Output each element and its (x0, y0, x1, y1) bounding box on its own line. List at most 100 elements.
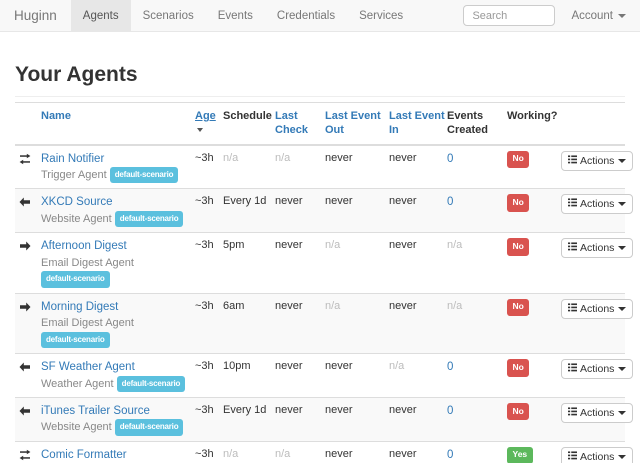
cell-value: 6am (219, 292, 271, 354)
scenario-badge[interactable]: default-scenario (41, 271, 110, 288)
cell-value: Every 1d (219, 397, 271, 442)
agent-type-label: Website Agent (41, 421, 112, 434)
search-input[interactable] (463, 5, 556, 26)
cell-value: never (385, 144, 443, 189)
chevron-down-icon (618, 202, 627, 207)
actions-button[interactable]: Actions (561, 194, 634, 215)
actions-button[interactable]: Actions (561, 359, 634, 380)
sort-desc-icon (197, 128, 203, 133)
actions-button[interactable]: Actions (561, 238, 634, 259)
actions-button[interactable]: Actions (561, 403, 634, 424)
events-created-cell: 0 (443, 353, 503, 398)
cell-value: never (271, 353, 321, 398)
arrow-right-icon (15, 232, 37, 294)
agent-name-link[interactable]: XKCD Source (41, 196, 113, 209)
agent-name-cell: XKCD Source Website Agent default-scenari… (37, 188, 191, 233)
agent-name-link[interactable]: iTunes Trailer Source (41, 405, 150, 418)
events-created-cell: 0 (443, 188, 503, 233)
cell-value: n/a (321, 232, 385, 294)
working-badge: No (507, 238, 530, 256)
agent-row: Afternoon Digest Email Digest Agent defau… (15, 232, 634, 294)
cell-value: Every 1d (219, 188, 271, 233)
cell-value: never (321, 353, 385, 398)
cell-value: never (385, 188, 443, 233)
agent-name-link[interactable]: Morning Digest (41, 300, 119, 313)
cell-value: ~3h (191, 232, 219, 294)
scenario-badge[interactable]: default-scenario (109, 166, 179, 184)
agent-name-link[interactable]: Rain Notifier (41, 152, 105, 165)
chevron-down-icon (618, 454, 627, 459)
navbar: Huginn Agents Scenarios Events Credentia… (0, 0, 640, 32)
nav-item-credentials[interactable]: Credentials (276, 10, 336, 22)
chevron-down-icon (618, 158, 627, 163)
working-cell: Yes (503, 440, 557, 463)
cell-value: n/a (271, 440, 321, 463)
nav-item-scenarios[interactable]: Scenarios (142, 10, 194, 22)
cell-value: ~3h (191, 397, 219, 442)
arrow-right-icon (15, 292, 37, 354)
events-count-link[interactable]: 0 (447, 196, 454, 209)
transfer-arrows-icon (15, 440, 37, 463)
cell-value: 10pm (219, 353, 271, 398)
scenario-badge[interactable]: default-scenario (114, 419, 184, 436)
nav-item-events[interactable]: Events (217, 10, 253, 22)
events-created-cell: 0 (443, 440, 503, 463)
actions-cell: Actions (557, 292, 634, 354)
cell-value: ~3h (191, 292, 219, 354)
agent-type-label: Website Agent (41, 212, 112, 225)
working-cell: No (503, 353, 557, 398)
arrow-left-icon (15, 188, 37, 233)
agents-table-body: Rain Notifier Trigger Agent default-scena… (15, 144, 634, 463)
agent-name-cell: Comic FormatterEvent Formatting Agent de… (37, 440, 191, 463)
agent-type-label: Trigger Agent (41, 168, 107, 181)
cell-value: n/a (219, 440, 271, 463)
list-icon (568, 155, 577, 167)
events-count-link[interactable]: 0 (447, 448, 454, 461)
scenario-badge[interactable]: default-scenario (41, 331, 110, 349)
table-header-row: Name Age Schedule Last Check Last Event … (15, 101, 625, 146)
nav-item-agents[interactable]: Agents (70, 0, 131, 32)
agent-type-label: Email Digest Agent (41, 317, 134, 330)
events-count-link[interactable]: 0 (447, 361, 454, 374)
agent-name-cell: Morning Digest Email Digest Agent default… (37, 292, 191, 354)
cell-value: never (321, 188, 385, 233)
agent-name-link[interactable]: Afternoon Digest (41, 240, 127, 253)
agent-name-cell: Rain Notifier Trigger Agent default-scena… (37, 144, 191, 189)
events-count-link[interactable]: 0 (447, 152, 454, 165)
nav-item-services[interactable]: Services (359, 10, 404, 22)
cell-value: 5pm (219, 232, 271, 294)
actions-button[interactable]: Actions (561, 150, 634, 171)
account-dropdown[interactable]: Account (571, 10, 626, 22)
cell-value: never (271, 232, 321, 294)
header-icon-col (15, 101, 37, 146)
working-cell: No (503, 144, 557, 189)
list-icon (568, 363, 577, 375)
working-cell: No (503, 232, 557, 294)
scenario-badge[interactable]: default-scenario (114, 210, 184, 228)
cell-value: n/a (385, 353, 443, 398)
agent-type-label: Email Digest Agent (41, 256, 134, 269)
list-icon (568, 242, 577, 254)
agent-row: XKCD Source Website Agent default-scenari… (15, 188, 634, 233)
cell-value: never (385, 232, 443, 294)
list-icon (568, 198, 577, 210)
scenario-badge[interactable]: default-scenario (116, 375, 186, 393)
cell-value: ~3h (191, 144, 219, 189)
header-last-event-in: Last Event In (385, 101, 445, 146)
actions-button[interactable]: Actions (561, 298, 634, 319)
header-schedule: Schedule (219, 101, 272, 146)
agent-name-link[interactable]: Comic Formatter (41, 448, 127, 461)
events-count-link[interactable]: 0 (447, 405, 454, 418)
list-icon (568, 303, 577, 315)
cell-value: ~3h (191, 440, 219, 463)
cell-value: never (321, 397, 385, 442)
cell-value: never (385, 440, 443, 463)
agent-name-link[interactable]: SF Weather Agent (41, 361, 135, 374)
agent-name-cell: iTunes Trailer Source Website Agent defau… (37, 397, 191, 442)
actions-button[interactable]: Actions (561, 446, 634, 463)
header-age: Age (191, 101, 219, 146)
header-events-created: Events Created (443, 101, 503, 146)
brand-huginn[interactable]: Huginn (14, 8, 57, 23)
content: Your Agents Name Age Schedule Last Check… (0, 63, 640, 463)
cell-value: never (271, 397, 321, 442)
